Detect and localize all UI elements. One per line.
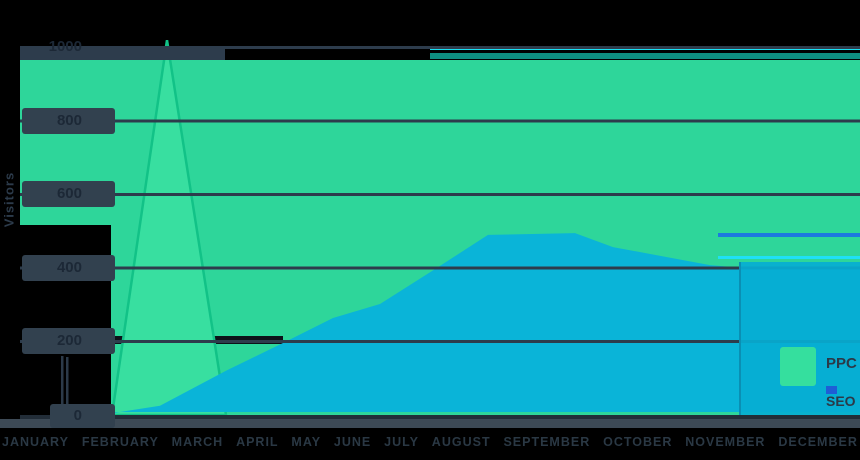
y-tick-chip	[50, 404, 115, 428]
gridline-600	[20, 193, 860, 196]
x-tick-label: FEBRUARY	[81, 435, 159, 449]
y-tick-label-800: 800	[56, 112, 82, 129]
y-tick-label-200: 200	[56, 332, 82, 349]
x-tick-label: JANUARY	[2, 435, 69, 449]
x-tick-label: OCTOBER	[603, 435, 673, 449]
y-tick-label-400: 400	[56, 259, 82, 276]
seo-area-series[interactable]	[112, 233, 860, 414]
axis-tick-dash	[61, 356, 64, 414]
x-tick-label: JUNE	[333, 435, 372, 449]
x-axis-line	[20, 415, 860, 419]
gridlines	[20, 46, 860, 343]
x-axis-labels: JANUARY FEBRUARY MARCH APRIL MAY JUNE JULY AUGU…	[2, 435, 858, 449]
legend-panel	[739, 262, 860, 415]
legend-swatch-seo-icon[interactable]	[826, 386, 837, 394]
right-cyan-line	[718, 256, 860, 259]
y-tick-label-0: 0	[73, 407, 82, 424]
y-tick-chip	[22, 181, 115, 207]
gridline-1000	[20, 46, 860, 49]
x-tick-label: DECEMBER	[778, 435, 858, 449]
x-tick-label: SEPTEMBER	[503, 435, 591, 449]
x-tick-label: JULY	[384, 435, 419, 449]
left-margin-block	[20, 225, 111, 415]
x-tick-label: MAY	[291, 435, 322, 449]
gridline-400	[20, 266, 860, 270]
gridline-200	[20, 340, 860, 343]
legend-item-seo[interactable]: SEO	[826, 393, 856, 409]
y-tick-label-600: 600	[56, 185, 82, 202]
legend-item-ppc[interactable]: PPC	[826, 355, 857, 372]
x-tick-label: MARCH	[171, 435, 224, 449]
tick-band-1000	[20, 47, 225, 60]
y-tick-chip	[22, 328, 115, 354]
x-tick-label: APRIL	[236, 435, 279, 449]
y-tick-chip	[22, 108, 115, 134]
legend-swatch-ppc-icon[interactable]	[780, 347, 816, 386]
right-blue-line	[718, 233, 860, 237]
x-tick-label: NOVEMBER	[685, 435, 766, 449]
axis-tick-dash	[66, 357, 69, 412]
gridline-800	[20, 119, 860, 123]
legend-panel-border	[739, 262, 741, 415]
top-teal-strip	[430, 53, 860, 59]
y-tick-chip	[22, 255, 115, 281]
y-tick-label-1000: 1000	[48, 38, 82, 55]
x-axis-band	[0, 419, 860, 428]
x-tick-label: AUGUST	[431, 435, 491, 449]
y-axis-title: Visitors	[1, 171, 17, 228]
